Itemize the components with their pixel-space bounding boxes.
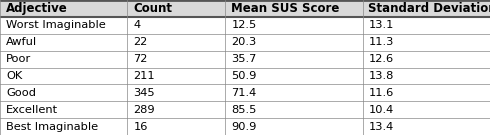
Text: Count: Count (133, 2, 172, 15)
Bar (225, 118, 363, 135)
Bar (0, 0, 127, 17)
Bar (127, 68, 225, 84)
Bar (127, 101, 225, 118)
Text: 72: 72 (133, 54, 147, 64)
Bar (225, 101, 363, 118)
Text: Mean SUS Score: Mean SUS Score (231, 2, 340, 15)
Bar (363, 101, 490, 118)
Text: 4: 4 (133, 20, 141, 30)
Text: 20.3: 20.3 (231, 37, 257, 47)
Text: 289: 289 (133, 105, 155, 115)
Bar (0, 17, 127, 34)
Text: 13.4: 13.4 (368, 122, 394, 132)
Text: Best Imaginable: Best Imaginable (6, 122, 98, 132)
Text: 50.9: 50.9 (231, 71, 257, 81)
Bar (225, 84, 363, 101)
Bar (225, 34, 363, 51)
Bar (225, 17, 363, 34)
Bar (363, 84, 490, 101)
Bar (127, 34, 225, 51)
Bar (127, 51, 225, 68)
Text: 90.9: 90.9 (231, 122, 257, 132)
Text: Awful: Awful (6, 37, 37, 47)
Text: 12.6: 12.6 (368, 54, 393, 64)
Bar (363, 118, 490, 135)
Bar (0, 34, 127, 51)
Text: 11.3: 11.3 (368, 37, 394, 47)
Text: Poor: Poor (6, 54, 31, 64)
Bar (225, 0, 363, 17)
Bar (0, 51, 127, 68)
Text: 22: 22 (133, 37, 147, 47)
Text: 71.4: 71.4 (231, 88, 257, 98)
Text: Excellent: Excellent (6, 105, 58, 115)
Text: Worst Imaginable: Worst Imaginable (6, 20, 106, 30)
Bar (363, 51, 490, 68)
Text: 35.7: 35.7 (231, 54, 257, 64)
Bar (363, 17, 490, 34)
Text: 11.6: 11.6 (368, 88, 394, 98)
Bar (127, 118, 225, 135)
Text: Good: Good (6, 88, 36, 98)
Bar (363, 34, 490, 51)
Text: 16: 16 (133, 122, 147, 132)
Text: Standard Deviation: Standard Deviation (368, 2, 490, 15)
Text: 10.4: 10.4 (368, 105, 394, 115)
Text: 13.1: 13.1 (368, 20, 394, 30)
Bar (0, 68, 127, 84)
Bar (363, 68, 490, 84)
Bar (225, 68, 363, 84)
Text: 13.8: 13.8 (368, 71, 394, 81)
Text: 211: 211 (133, 71, 155, 81)
Bar (127, 17, 225, 34)
Text: OK: OK (6, 71, 22, 81)
Bar (0, 118, 127, 135)
Bar (225, 51, 363, 68)
Bar (127, 84, 225, 101)
Bar (127, 0, 225, 17)
Bar (0, 101, 127, 118)
Text: 345: 345 (133, 88, 155, 98)
Bar (363, 0, 490, 17)
Text: 12.5: 12.5 (231, 20, 257, 30)
Text: Adjective: Adjective (6, 2, 68, 15)
Bar (0, 84, 127, 101)
Text: 85.5: 85.5 (231, 105, 257, 115)
